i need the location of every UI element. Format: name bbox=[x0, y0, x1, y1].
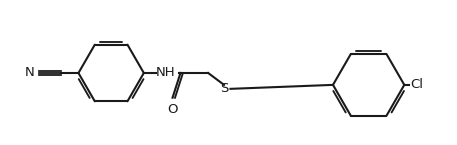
Text: S: S bbox=[220, 82, 228, 95]
Text: N: N bbox=[25, 67, 35, 79]
Text: Cl: Cl bbox=[410, 78, 423, 91]
Text: O: O bbox=[167, 103, 178, 116]
Text: NH: NH bbox=[156, 67, 175, 79]
